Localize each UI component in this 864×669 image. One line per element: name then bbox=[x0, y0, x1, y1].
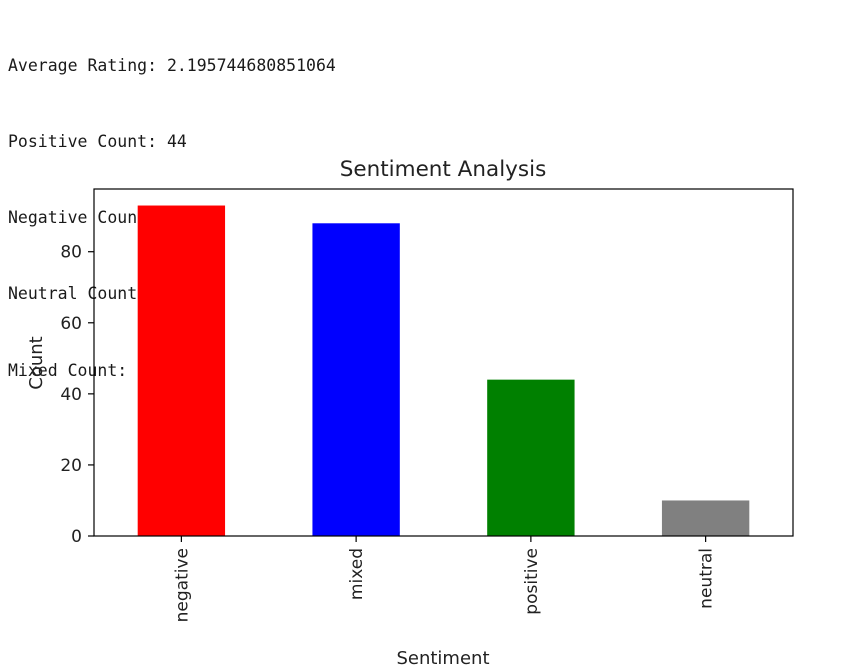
y-tick-label: 0 bbox=[71, 527, 82, 547]
plot-frame bbox=[93, 188, 794, 537]
x-axis: negative mixed positive neutral bbox=[172, 536, 717, 622]
bar-positive bbox=[487, 379, 575, 536]
y-axis-label: Count bbox=[26, 336, 47, 389]
bar-mixed bbox=[312, 223, 400, 536]
y-tick-label: 80 bbox=[60, 243, 82, 263]
y-axis: 0 20 40 60 80 bbox=[60, 243, 94, 547]
x-tick-label-mixed: mixed bbox=[347, 548, 367, 600]
bar-neutral bbox=[661, 500, 750, 536]
y-tick-label: 60 bbox=[60, 314, 82, 334]
y-tick-label: 20 bbox=[60, 456, 82, 476]
neutral-count-line: Neutral Count: 10 bbox=[8, 284, 177, 304]
average-rating-line: Average Rating: 2.195744680851064 bbox=[8, 55, 336, 75]
bar-negative bbox=[137, 205, 226, 536]
x-tick-label-negative: negative bbox=[172, 548, 192, 622]
x-axis-label: Sentiment bbox=[396, 648, 489, 669]
x-tick-label-positive: positive bbox=[522, 548, 542, 615]
y-tick-label: 40 bbox=[60, 385, 82, 405]
chart-bars bbox=[137, 205, 750, 536]
chart-title: Sentiment Analysis bbox=[340, 157, 547, 182]
positive-count-line: Positive Count: 44 bbox=[8, 132, 187, 152]
x-tick-label-neutral: neutral bbox=[697, 548, 717, 609]
